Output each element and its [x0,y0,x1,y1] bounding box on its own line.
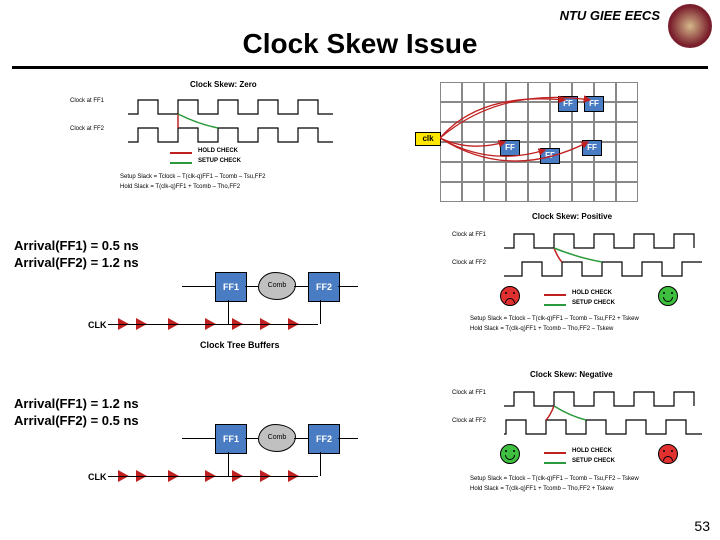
wire [294,438,308,439]
clk-source: clk [415,132,441,146]
legend-setup-line [544,304,566,306]
arrival-1-ff2: Arrival(FF2) = 1.2 ns [14,255,139,272]
page-number: 53 [694,518,710,534]
neg-ff2-row: Clock at FF2 [452,418,486,424]
mid-ff1: FF1 [215,272,247,302]
zero-hold-formula: Hold Slack = T(clk-q)FF1 + Tcomb – Tho,F… [120,184,240,190]
buffers-label: Clock Tree Buffers [200,340,280,350]
mid-ff2: FF2 [308,272,340,302]
legend-hold: HOLD CHECK [198,148,238,154]
wire [320,452,321,476]
wire [108,476,318,477]
pos-setup-formula: Setup Slack = Tclock – T(clk-q)FF1 – Tco… [470,316,639,322]
skew-pos-title: Clock Skew: Positive [532,212,612,221]
wire [245,438,258,439]
pos-waveforms [504,228,704,280]
wire [338,286,358,287]
wire [228,300,229,324]
arrival-2-ff2: Arrival(FF2) = 0.5 ns [14,413,139,430]
legend-setup-line [170,162,192,164]
happy-face-icon [500,444,520,464]
bot-ff1: FF1 [215,424,247,454]
wire [182,438,215,439]
title-underline [12,66,708,69]
wire [294,286,308,287]
zero-setup-formula: Setup Slack = Tclock – T(clk-q)FF1 – Tco… [120,174,265,180]
skew-neg-title: Clock Skew: Negative [530,370,613,379]
org-header: NTU GIEE EECS [560,8,660,23]
label-ff2-row: Clock at FF2 [70,126,104,132]
legend-setup-line [544,462,566,464]
arrival-block-2: Arrival(FF1) = 1.2 ns Arrival(FF2) = 0.5… [14,396,139,430]
skew-zero-title: Clock Skew: Zero [190,80,257,89]
arrival-block-1: Arrival(FF1) = 0.5 ns Arrival(FF2) = 1.2… [14,238,139,272]
neg-ff1-row: Clock at FF1 [452,390,486,396]
pos-legend-hold: HOLD CHECK [572,290,612,296]
legend-hold-line [544,452,566,454]
pos-ff1-row: Clock at FF1 [452,232,486,238]
arrival-2-ff1: Arrival(FF1) = 1.2 ns [14,396,139,413]
bot-ff2: FF2 [308,424,340,454]
zero-waveforms [128,94,338,144]
wire [182,286,215,287]
neg-waveforms [504,386,704,438]
label-ff1-row: Clock at FF1 [70,98,104,104]
sad-face-icon [658,444,678,464]
wire [245,286,258,287]
mid-comb: Comb [258,272,296,300]
legend-setup: SETUP CHECK [198,158,241,164]
pos-legend-setup: SETUP CHECK [572,300,615,306]
sad-face-icon [500,286,520,306]
arrival-1-ff1: Arrival(FF1) = 0.5 ns [14,238,139,255]
bot-clk-label: CLK [88,472,107,482]
clock-tree-arrows [440,82,650,202]
neg-hold-formula: Hold Slack = T(clk-q)FF1 + Tcomb – Tho,F… [470,486,613,492]
neg-legend-hold: HOLD CHECK [572,448,612,454]
happy-face-icon [658,286,678,306]
pos-hold-formula: Hold Slack = T(clk-q)FF1 + Tcomb – Tho,F… [470,326,613,332]
bot-comb: Comb [258,424,296,452]
pos-ff2-row: Clock at FF2 [452,260,486,266]
wire [108,324,318,325]
wire [338,438,358,439]
wire [320,300,321,324]
page-title: Clock Skew Issue [0,28,720,60]
neg-setup-formula: Setup Slack = Tclock – T(clk-q)FF1 – Tco… [470,476,639,482]
legend-hold-line [170,152,192,154]
mid-clk-label: CLK [88,320,107,330]
wire [228,452,229,476]
legend-hold-line [544,294,566,296]
neg-legend-setup: SETUP CHECK [572,458,615,464]
